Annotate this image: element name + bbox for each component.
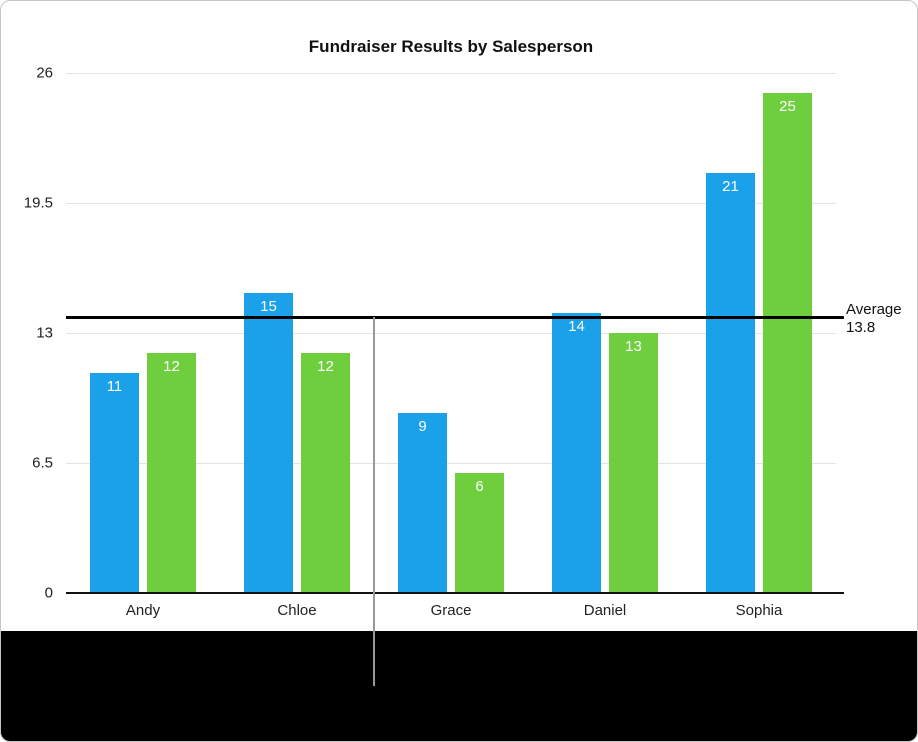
bar-value-label: 11: [106, 378, 123, 395]
bar-blue-daniel: 14: [552, 313, 601, 593]
average-label-line2: 13.8: [846, 319, 876, 336]
y-axis-tick-label: 13: [36, 324, 53, 342]
bar-blue-sophia: 21: [706, 173, 755, 593]
bar-value-label: 21: [722, 178, 739, 195]
average-reference-line: [66, 316, 844, 319]
x-axis-line: [66, 592, 844, 594]
bar-value-label: 6: [475, 478, 484, 495]
black-footer-band: [1, 631, 917, 741]
gridline: [66, 463, 836, 464]
bar-green-daniel: 13: [609, 333, 658, 593]
bar-blue-andy: 11: [90, 373, 139, 593]
bar-green-sophia: 25: [763, 93, 812, 593]
x-axis-category-label: Andy: [125, 602, 161, 619]
x-axis-category-label: Chloe: [277, 602, 317, 619]
bar-value-label: 9: [418, 418, 427, 435]
gridline: [66, 333, 836, 334]
bar-green-grace: 6: [455, 473, 504, 593]
bar-value-label: 12: [317, 358, 334, 375]
chart-title: Fundraiser Results by Salesperson: [308, 37, 594, 56]
vertical-guide-line: [373, 317, 375, 686]
bar-value-label: 15: [260, 298, 277, 315]
bar-green-chloe: 12: [301, 353, 350, 593]
gridline: [66, 73, 836, 74]
bar-blue-chloe: 15: [244, 293, 293, 593]
y-axis-tick-label: 0: [44, 584, 53, 602]
bar-green-andy: 12: [147, 353, 196, 593]
y-axis-tick-label: 19.5: [23, 194, 53, 212]
x-axis-category-label: Grace: [430, 602, 472, 619]
bar-value-label: 13: [625, 338, 642, 355]
bar-value-label: 12: [163, 358, 180, 375]
average-line-label: Average 13.8: [846, 301, 902, 337]
gridline: [66, 203, 836, 204]
y-axis-tick-label: 6.5: [32, 454, 53, 472]
y-axis-tick-label: 26: [36, 64, 53, 82]
bar-blue-grace: 9: [398, 413, 447, 593]
x-axis-category-label: Sophia: [735, 602, 783, 619]
bar-value-label: 25: [779, 98, 796, 115]
x-axis-category-label: Daniel: [583, 602, 627, 619]
average-label-line1: Average: [846, 301, 902, 318]
bar-value-label: 14: [568, 318, 585, 335]
